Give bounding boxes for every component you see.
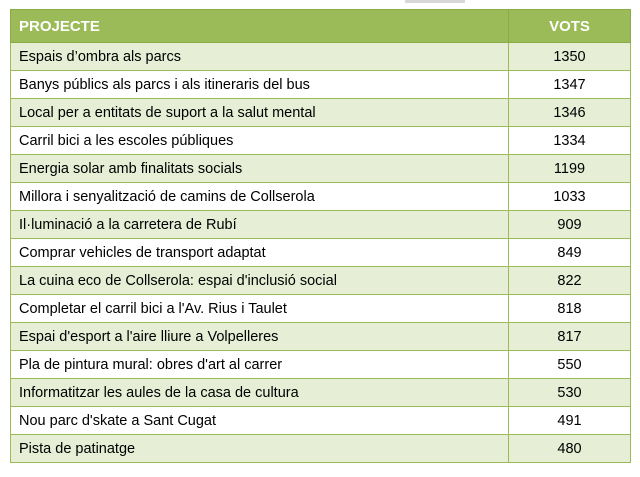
table-row: Completar el carril bici a l'Av. Rius i … [10, 294, 631, 323]
cell-votes: 480 [508, 434, 631, 463]
table-row: Espais d’ombra als parcs 1350 [10, 42, 631, 71]
cell-votes: 530 [508, 378, 631, 407]
cell-project: Informatitzar les aules de la casa de cu… [10, 378, 509, 407]
cell-project: Millora i senyalització de camins de Col… [10, 182, 509, 211]
header-vots: VOTS [508, 9, 631, 43]
table-row: Energia solar amb finalitats socials 1199 [10, 154, 631, 183]
table-row: Carril bici a les escoles públiques 1334 [10, 126, 631, 155]
cell-project: Energia solar amb finalitats socials [10, 154, 509, 183]
cell-votes: 1350 [508, 42, 631, 71]
cell-votes: 849 [508, 238, 631, 267]
table-body: Espais d’ombra als parcs 1350 Banys públic… [10, 42, 631, 463]
cell-votes: 822 [508, 266, 631, 295]
cell-votes: 1346 [508, 98, 631, 127]
cell-project: Espais d’ombra als parcs [10, 42, 509, 71]
table-header: PROJECTE VOTS [10, 9, 631, 43]
cell-project: Comprar vehicles de transport adaptat [10, 238, 509, 267]
cell-project: Il·luminació a la carretera de Rubí [10, 210, 509, 239]
cell-votes: 1347 [508, 70, 631, 99]
cell-project: Nou parc d'skate a Sant Cugat [10, 406, 509, 435]
table-row: Pista de patinatge 480 [10, 434, 631, 463]
cell-project: Pla de pintura mural: obres d'art al car… [10, 350, 509, 379]
cell-votes: 1199 [508, 154, 631, 183]
cell-project: Pista de patinatge [10, 434, 509, 463]
header-row: PROJECTE VOTS [10, 9, 631, 43]
table-row: Pla de pintura mural: obres d'art al car… [10, 350, 631, 379]
table-row: Nou parc d'skate a Sant Cugat 491 [10, 406, 631, 435]
table-row: Il·luminació a la carretera de Rubí 909 [10, 210, 631, 239]
table-row: Banys públics als parcs i als itineraris… [10, 70, 631, 99]
table-row: Local per a entitats de suport a la salu… [10, 98, 631, 127]
cell-project: Local per a entitats de suport a la salu… [10, 98, 509, 127]
cell-votes: 817 [508, 322, 631, 351]
cell-votes: 818 [508, 294, 631, 323]
cell-project: Banys públics als parcs i als itineraris… [10, 70, 509, 99]
cell-votes: 491 [508, 406, 631, 435]
table-row: Espai d'esport a l'aire lliure a Volpell… [10, 322, 631, 351]
table-row: Millora i senyalització de camins de Col… [10, 182, 631, 211]
table-row: Comprar vehicles de transport adaptat 849 [10, 238, 631, 267]
table-row: La cuina eco de Collserola: espai d'incl… [10, 266, 631, 295]
cell-votes: 1334 [508, 126, 631, 155]
cell-votes: 550 [508, 350, 631, 379]
cell-votes: 909 [508, 210, 631, 239]
cell-project: Espai d'esport a l'aire lliure a Volpell… [10, 322, 509, 351]
cell-project: La cuina eco de Collserola: espai d'incl… [10, 266, 509, 295]
projects-votes-table: PROJECTE VOTS Espais d’ombra als parcs 13… [10, 9, 631, 463]
cropped-top-fragment [405, 0, 465, 3]
cell-votes: 1033 [508, 182, 631, 211]
table-row: Informatitzar les aules de la casa de cu… [10, 378, 631, 407]
cell-project: Completar el carril bici a l'Av. Rius i … [10, 294, 509, 323]
cell-project: Carril bici a les escoles públiques [10, 126, 509, 155]
header-projecte: PROJECTE [10, 9, 509, 43]
